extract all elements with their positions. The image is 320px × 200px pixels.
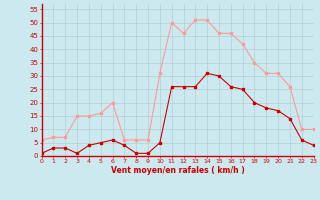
X-axis label: Vent moyen/en rafales ( km/h ): Vent moyen/en rafales ( km/h )	[111, 166, 244, 175]
